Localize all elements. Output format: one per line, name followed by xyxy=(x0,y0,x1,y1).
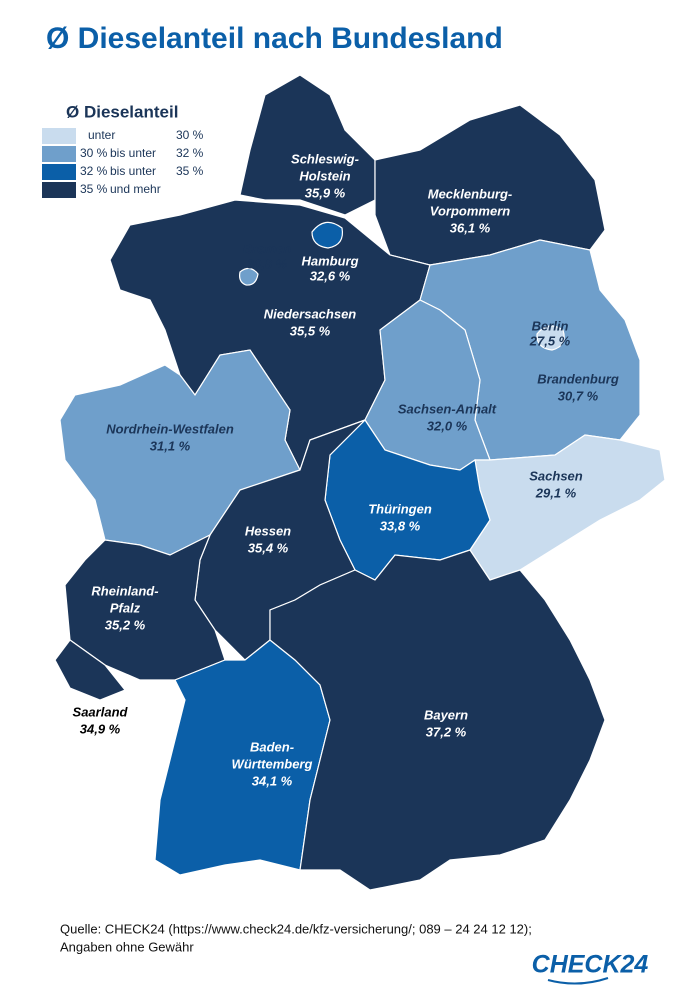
legend-from: 32 % xyxy=(80,164,108,178)
state-value: 30,8 % xyxy=(247,256,288,271)
state-value: 35,5 % xyxy=(290,323,331,338)
state-area xyxy=(311,221,344,249)
state-name: Thüringen xyxy=(368,501,432,516)
state-value: 36,1 % xyxy=(450,220,491,235)
state-area xyxy=(239,267,259,286)
legend-to: 32 % xyxy=(176,146,204,160)
state-name: Hessen xyxy=(245,523,291,538)
map xyxy=(54,74,666,891)
title: Ø Dieselanteil nach Bundesland xyxy=(46,22,503,55)
legend-connector: bis unter xyxy=(110,146,156,160)
state-name: Schleswig- xyxy=(291,151,359,166)
legend-to: 35 % xyxy=(176,164,204,178)
state-area xyxy=(269,549,606,891)
state-name: Hamburg xyxy=(301,253,358,268)
legend-from: 30 % xyxy=(80,146,108,160)
legend-connector: bis unter xyxy=(110,164,156,178)
state-name: Pfalz xyxy=(110,600,141,615)
state-value: 35,4 % xyxy=(248,540,289,555)
state-name: Berlin xyxy=(532,318,569,333)
legend-swatch xyxy=(42,182,76,198)
state-value: 31,1 % xyxy=(150,438,191,453)
legend-to: 30 % xyxy=(176,128,204,142)
state-area xyxy=(54,639,126,701)
state-value: 34,1 % xyxy=(252,773,293,788)
state-area xyxy=(374,104,606,266)
source-line: Angaben ohne Gewähr xyxy=(60,939,194,954)
state-name: Saarland xyxy=(73,704,129,719)
state-value: 27,5 % xyxy=(529,333,571,348)
state-name: Holstein xyxy=(299,168,350,183)
state-area xyxy=(536,325,565,351)
state-name: Sachsen-Anhalt xyxy=(398,401,497,416)
legend-title: Ø Dieselanteil xyxy=(66,102,178,121)
state-value: 32,6 % xyxy=(310,268,351,283)
legend: unter 30 %30 % bis unter 32 %32 % bis unter 3… xyxy=(42,128,204,198)
logo-swoosh xyxy=(547,977,609,985)
state-name: Nordrhein-Westfalen xyxy=(106,421,234,436)
state-name: Rheinland- xyxy=(91,583,158,598)
state-value: 33,8 % xyxy=(380,518,421,533)
state-value: 32,0 % xyxy=(427,418,468,433)
state-name: Niedersachsen xyxy=(264,306,357,321)
legend-from: 35 % xyxy=(80,182,108,196)
state-value: 35,9 % xyxy=(305,185,346,200)
state-value: 29,1 % xyxy=(535,485,577,500)
state-value: 34,9 % xyxy=(80,721,121,736)
state-name: Bremen xyxy=(243,241,291,256)
state-name: Baden- xyxy=(250,739,294,754)
state-name: Mecklenburg- xyxy=(428,186,513,201)
legend-swatch xyxy=(42,164,76,180)
state-name: Sachsen xyxy=(529,468,583,483)
legend-swatch xyxy=(42,146,76,162)
state-name: Bayern xyxy=(424,707,468,722)
state-value: 30,7 % xyxy=(558,388,599,403)
state-name: Vorpommern xyxy=(430,203,510,218)
state-value: 35,2 % xyxy=(105,617,146,632)
state-name: Brandenburg xyxy=(537,371,619,386)
state-area xyxy=(239,74,376,216)
logo: CHECK24 xyxy=(532,951,649,979)
legend-connector: unter xyxy=(88,128,115,142)
legend-swatch xyxy=(42,128,76,144)
source-line: Quelle: CHECK24 (https://www.check24.de/… xyxy=(60,921,532,936)
state-name: Württemberg xyxy=(232,756,313,771)
state-value: 37,2 % xyxy=(426,724,467,739)
legend-connector: und mehr xyxy=(110,182,161,196)
labels: Schleswig- Holstein 35,9 % Mecklenburg- Vorp… xyxy=(73,151,619,788)
